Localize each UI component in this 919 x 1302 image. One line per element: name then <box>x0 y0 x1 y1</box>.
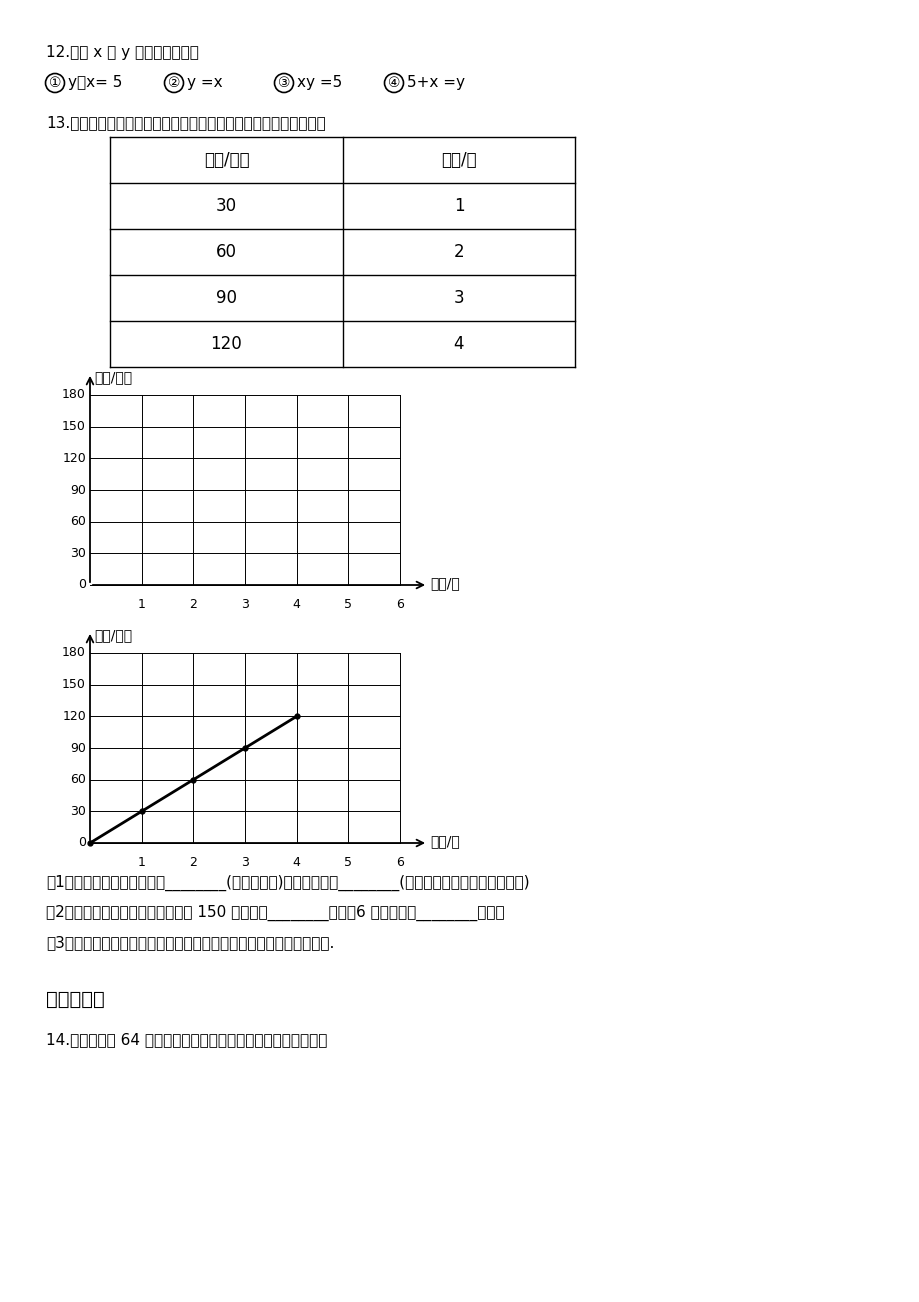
Text: 1: 1 <box>138 855 145 868</box>
Text: 时间/时: 时间/时 <box>429 835 460 848</box>
Text: 60: 60 <box>70 773 85 786</box>
Text: 4: 4 <box>453 335 464 353</box>
Text: ③: ③ <box>278 76 289 90</box>
Text: 90: 90 <box>70 742 85 754</box>
Text: 2: 2 <box>189 855 197 868</box>
Text: 4: 4 <box>292 598 301 611</box>
Text: 180: 180 <box>62 647 85 660</box>
Text: 120: 120 <box>62 452 85 465</box>
Text: 路程/千米: 路程/千米 <box>203 151 249 169</box>
FancyArrowPatch shape <box>93 840 423 846</box>
Text: 1: 1 <box>453 197 464 215</box>
Text: 路程/千米: 路程/千米 <box>94 628 132 642</box>
Text: 0: 0 <box>78 836 85 849</box>
Text: 6: 6 <box>396 598 403 611</box>
Text: 2: 2 <box>189 598 197 611</box>
Text: 14.工地上要运 64 吨石子，每天运的吨数和所需的天数如下表。: 14.工地上要运 64 吨石子，每天运的吨数和所需的天数如下表。 <box>46 1032 327 1047</box>
Text: 150: 150 <box>62 421 85 434</box>
Text: 30: 30 <box>70 547 85 560</box>
Text: ②: ② <box>167 76 180 90</box>
Text: 13.根据表中的数据，在下图中描出相应的点，并把它们用线连起来: 13.根据表中的数据，在下图中描出相应的点，并把它们用线连起来 <box>46 115 325 130</box>
Text: 90: 90 <box>70 483 85 496</box>
Text: 5: 5 <box>344 598 352 611</box>
Text: ①: ① <box>49 76 62 90</box>
Text: 路程/千米: 路程/千米 <box>94 370 132 384</box>
Text: xy =5: xy =5 <box>297 76 342 91</box>
Text: （2）根据图像判断，这辆汽车行驶 150 千米需要________小时？6 小时能行驶________千米？: （2）根据图像判断，这辆汽车行驶 150 千米需要________小时？6 小时… <box>46 905 505 922</box>
Text: 60: 60 <box>216 243 237 260</box>
Text: 60: 60 <box>70 516 85 529</box>
Text: 150: 150 <box>62 678 85 691</box>
Text: 0: 0 <box>78 578 85 591</box>
Text: 180: 180 <box>62 388 85 401</box>
Text: 1: 1 <box>138 598 145 611</box>
Text: （1）路程和时间成比例吗？________(填成或不成)成什么比例？________(填正比例、反比例或不成比例): （1）路程和时间成比例吗？________(填成或不成)成什么比例？______… <box>46 875 529 891</box>
Text: 30: 30 <box>216 197 237 215</box>
Text: 5: 5 <box>344 855 352 868</box>
Text: 5+x =y: 5+x =y <box>406 76 464 91</box>
Text: 2: 2 <box>453 243 464 260</box>
Text: （3）根据表格中的数据，在图中描出相应的点，并把它们用线连起来.: （3）根据表格中的数据，在图中描出相应的点，并把它们用线连起来. <box>46 935 334 950</box>
Text: 4: 4 <box>292 855 301 868</box>
Text: 120: 120 <box>210 335 242 353</box>
Text: 12.判断 x 和 y 是否成正比例。: 12.判断 x 和 y 是否成正比例。 <box>46 46 199 60</box>
FancyArrowPatch shape <box>86 635 93 840</box>
Text: 3: 3 <box>453 289 464 307</box>
FancyArrowPatch shape <box>86 378 93 582</box>
FancyArrowPatch shape <box>93 582 423 589</box>
Text: 3: 3 <box>241 598 249 611</box>
Text: 6: 6 <box>396 855 403 868</box>
Text: 时间/时: 时间/时 <box>429 575 460 590</box>
Text: 3: 3 <box>241 855 249 868</box>
Text: ④: ④ <box>387 76 400 90</box>
Text: y =x: y =x <box>187 76 222 91</box>
Text: y：x= 5: y：x= 5 <box>68 76 122 91</box>
Text: 90: 90 <box>216 289 237 307</box>
Text: 时间/时: 时间/时 <box>441 151 476 169</box>
Text: 五、综合题: 五、综合题 <box>46 990 105 1009</box>
Text: 120: 120 <box>62 710 85 723</box>
Text: 30: 30 <box>70 805 85 818</box>
